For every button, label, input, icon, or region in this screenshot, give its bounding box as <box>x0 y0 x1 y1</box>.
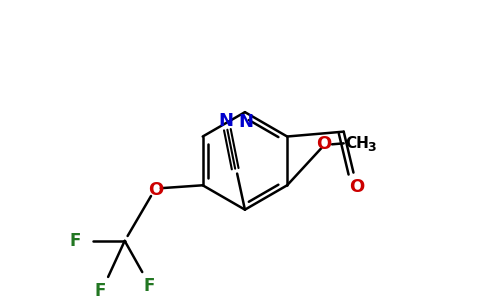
Text: F: F <box>69 232 81 250</box>
Text: F: F <box>95 282 106 300</box>
Text: O: O <box>148 181 164 199</box>
Text: CH: CH <box>346 136 369 151</box>
Text: F: F <box>143 277 155 295</box>
Text: N: N <box>218 112 233 130</box>
Text: 3: 3 <box>367 141 376 154</box>
Text: O: O <box>317 135 332 153</box>
Text: O: O <box>349 178 364 196</box>
Text: N: N <box>239 113 254 131</box>
